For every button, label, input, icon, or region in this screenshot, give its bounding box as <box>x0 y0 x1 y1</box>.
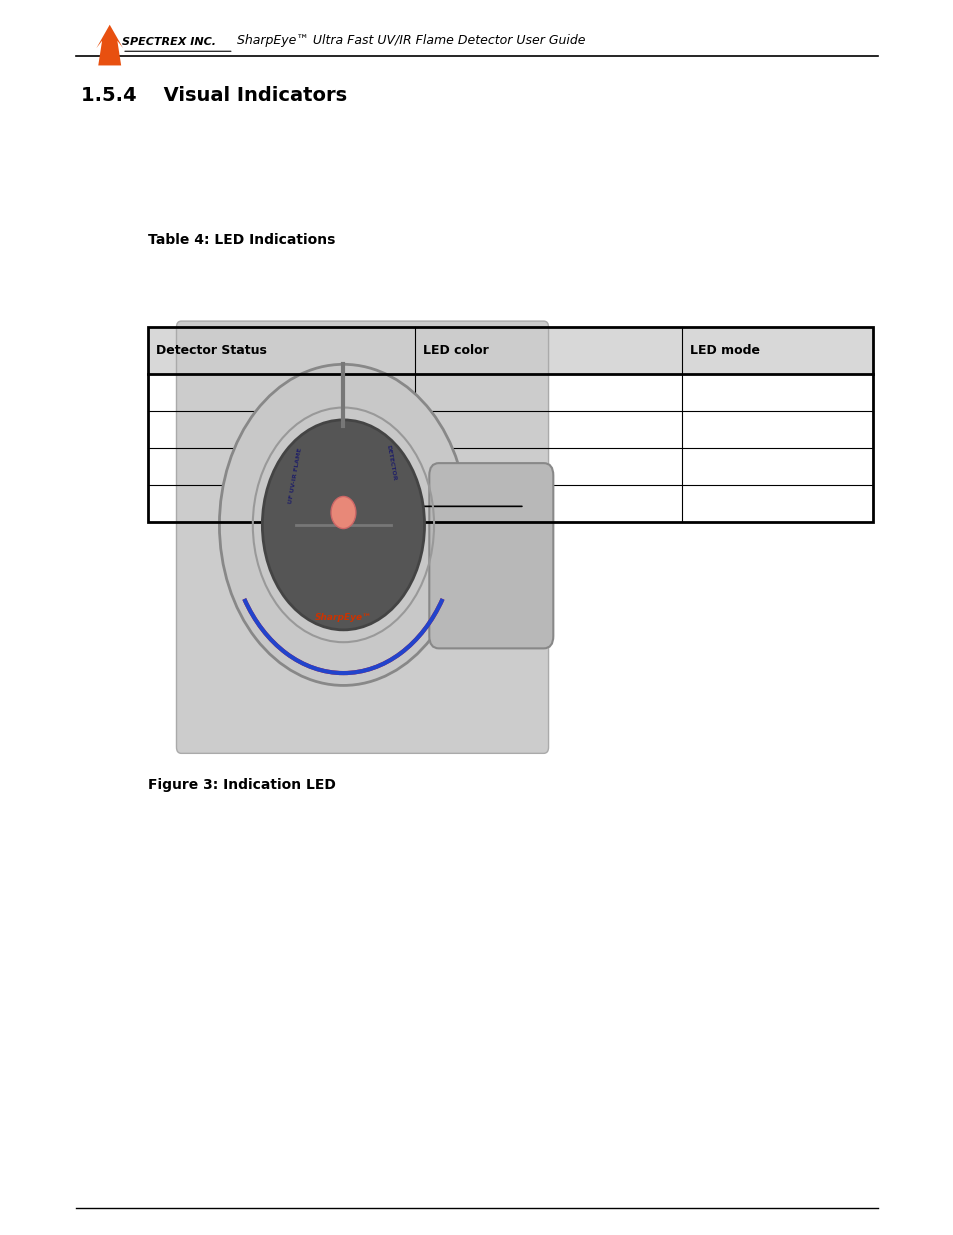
Text: LED color: LED color <box>422 345 488 357</box>
Text: SPECTREX INC.: SPECTREX INC. <box>122 37 216 47</box>
Circle shape <box>331 496 355 529</box>
Circle shape <box>262 420 424 630</box>
Text: SharpEye™ Ultra Fast UV/IR Flame Detector User Guide: SharpEye™ Ultra Fast UV/IR Flame Detecto… <box>236 33 584 47</box>
Text: Figure 3: Indication LED: Figure 3: Indication LED <box>148 778 335 792</box>
Circle shape <box>219 364 467 685</box>
Text: DETECTOR: DETECTOR <box>385 445 396 482</box>
Text: 1.5.4    Visual Indicators: 1.5.4 Visual Indicators <box>81 86 347 105</box>
Text: UF UV-IR FLAME: UF UV-IR FLAME <box>288 447 303 504</box>
Text: Table 4: LED Indications: Table 4: LED Indications <box>148 233 335 247</box>
Bar <box>148 327 872 522</box>
FancyBboxPatch shape <box>176 321 548 753</box>
Text: Detector Status: Detector Status <box>155 345 266 357</box>
Text: LED mode: LED mode <box>689 345 759 357</box>
Text: SharpEye™: SharpEye™ <box>314 613 372 622</box>
FancyBboxPatch shape <box>148 327 872 374</box>
Polygon shape <box>96 25 123 65</box>
FancyBboxPatch shape <box>429 463 553 648</box>
